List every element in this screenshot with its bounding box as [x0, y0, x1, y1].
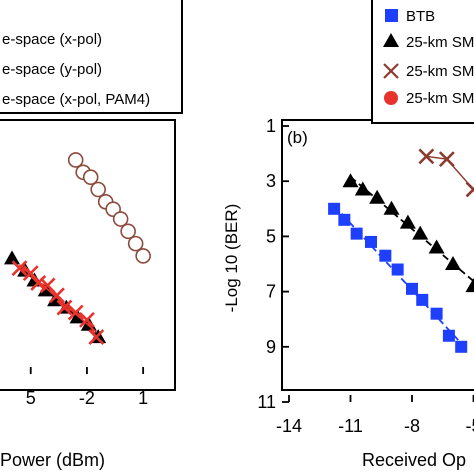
left-legend-label-0: e-space (x-pol)	[2, 31, 102, 48]
x-tick-label: 1	[138, 388, 148, 408]
point-square	[442, 329, 455, 342]
point-cross	[88, 329, 105, 346]
y-tick-label: 11	[257, 392, 276, 412]
point-triangle	[4, 250, 20, 265]
y-tick-label: 5	[266, 226, 276, 246]
right-legend: BTB 25-km SM 25-km SM 25-km SM	[371, 0, 474, 124]
legend-marker-triangle	[383, 33, 399, 47]
point-cross	[79, 311, 95, 328]
point-cross	[67, 304, 84, 321]
point-square	[350, 227, 363, 240]
point-open-circle	[82, 169, 99, 185]
left-plot-area	[4, 152, 151, 346]
x-tick-label: -2	[79, 388, 95, 408]
point-square	[379, 249, 392, 262]
point-triangle	[369, 189, 386, 204]
legend-marker-cross	[383, 63, 399, 79]
point-square	[328, 202, 341, 215]
point-square	[455, 340, 468, 353]
point-cross	[11, 260, 28, 277]
point-square	[391, 263, 404, 276]
point-open-circle	[120, 223, 136, 240]
point-triangle	[428, 239, 445, 254]
left-legend-label-2: e-space (x-pol, PAM4)	[2, 91, 150, 108]
right-legend-label-3: 25-km SM	[406, 90, 474, 107]
x-tick-label: -11	[338, 416, 363, 436]
point-cross	[22, 265, 39, 282]
left-x-ticks: 5 -2 1	[26, 367, 148, 408]
legend-marker-circle	[384, 91, 398, 105]
point-cross	[465, 181, 474, 198]
point-square	[338, 213, 351, 226]
right-legend-label-0: BTB	[406, 8, 435, 25]
legend-marker-btb	[385, 9, 398, 22]
point-square	[406, 282, 418, 295]
point-triangle	[412, 225, 429, 240]
left-legend: e-space (x-pol) e-space (y-pol) e-space …	[0, 0, 183, 114]
right-axis-ticks: -14 -11 -8 -5 1 3 5 7 9 11	[257, 116, 474, 436]
point-cross	[438, 151, 455, 168]
x-tick-label: -14	[276, 416, 302, 436]
point-triangle	[445, 256, 461, 270]
left-x-axis-label: Power (dBm)	[0, 450, 105, 470]
right-y-axis-label: -Log 10 (BER)	[222, 204, 241, 313]
point-open-circle	[112, 211, 129, 227]
point-open-circle	[135, 248, 151, 264]
point-open-circle	[67, 152, 84, 168]
point-cross	[49, 287, 65, 304]
x-tick-label: 5	[26, 388, 36, 408]
y-tick-label: 7	[266, 282, 276, 302]
x-tick-label: -8	[404, 416, 420, 436]
point-triangle	[465, 278, 474, 293]
point-square	[416, 293, 429, 306]
right-plot-area	[328, 148, 474, 353]
right-legend-label-1: 25-km SM	[406, 34, 474, 51]
y-tick-label: 9	[266, 337, 276, 357]
left-legend-box	[0, 0, 183, 114]
y-tick-label: 1	[266, 116, 276, 136]
point-cross	[30, 275, 47, 291]
right-legend-label-2: 25-km SM	[406, 63, 474, 80]
left-legend-label-1: e-space (y-pol)	[2, 61, 102, 78]
point-open-circle	[127, 235, 144, 252]
right-x-axis-label: Received Op	[362, 450, 466, 470]
point-square	[430, 307, 443, 320]
y-tick-label: 3	[266, 171, 276, 191]
point-cross	[418, 148, 435, 165]
point-triangle	[354, 181, 371, 196]
panel-label-b: (b)	[287, 128, 308, 147]
point-triangle	[342, 173, 359, 188]
point-triangle	[383, 200, 400, 215]
left-plot-frame	[0, 119, 176, 391]
point-open-circle	[90, 181, 106, 198]
point-triangle	[399, 214, 416, 229]
x-tick-label: -5	[465, 416, 474, 436]
point-square	[365, 235, 377, 248]
point-cross	[56, 299, 73, 316]
